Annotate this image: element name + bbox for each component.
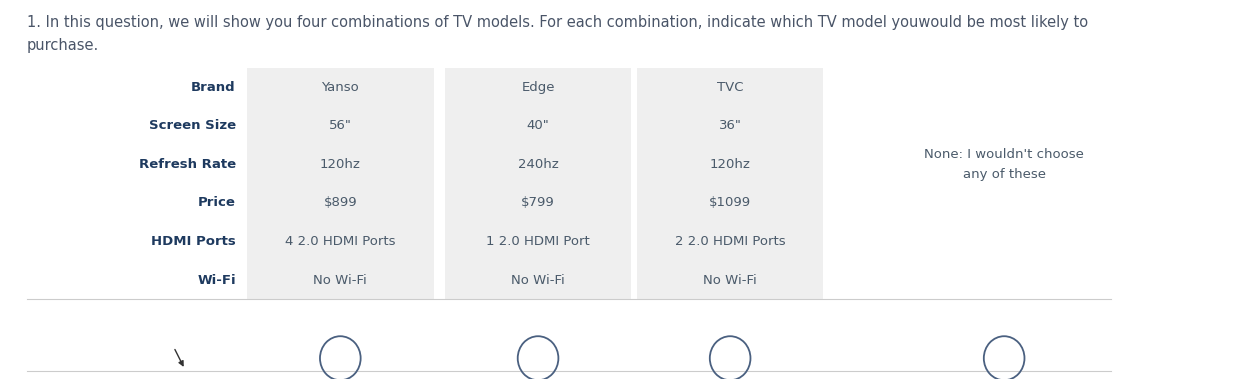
Text: No Wi-Fi: No Wi-Fi: [511, 273, 565, 286]
Text: 240hz: 240hz: [518, 158, 559, 171]
Text: $799: $799: [521, 196, 555, 210]
Text: 120hz: 120hz: [320, 158, 361, 171]
Text: Screen Size: Screen Size: [149, 119, 236, 132]
Text: 40": 40": [526, 119, 550, 132]
Text: Brand: Brand: [191, 81, 236, 94]
Text: Wi-Fi: Wi-Fi: [198, 273, 236, 286]
Text: No Wi-Fi: No Wi-Fi: [314, 273, 368, 286]
Text: 1. In this question, we will show you four combinations of TV models. For each c: 1. In this question, we will show you fo…: [26, 15, 1088, 52]
Text: 36": 36": [719, 119, 741, 132]
Bar: [638, 68, 824, 300]
Text: 56": 56": [329, 119, 351, 132]
Text: 120hz: 120hz: [710, 158, 750, 171]
Text: None: I wouldn't choose
any of these: None: I wouldn't choose any of these: [924, 148, 1084, 181]
Text: TVC: TVC: [718, 81, 744, 94]
Text: 1 2.0 HDMI Port: 1 2.0 HDMI Port: [486, 235, 590, 248]
Text: $899: $899: [324, 196, 357, 210]
Text: HDMI Ports: HDMI Ports: [151, 235, 236, 248]
Bar: [445, 68, 631, 300]
Bar: [248, 68, 434, 300]
Text: Price: Price: [198, 196, 236, 210]
Text: 4 2.0 HDMI Ports: 4 2.0 HDMI Ports: [285, 235, 395, 248]
Text: Edge: Edge: [521, 81, 555, 94]
Text: $1099: $1099: [709, 196, 751, 210]
Text: 2 2.0 HDMI Ports: 2 2.0 HDMI Ports: [675, 235, 785, 248]
Text: Refresh Rate: Refresh Rate: [139, 158, 236, 171]
Text: No Wi-Fi: No Wi-Fi: [704, 273, 757, 286]
Text: Yanso: Yanso: [321, 81, 359, 94]
